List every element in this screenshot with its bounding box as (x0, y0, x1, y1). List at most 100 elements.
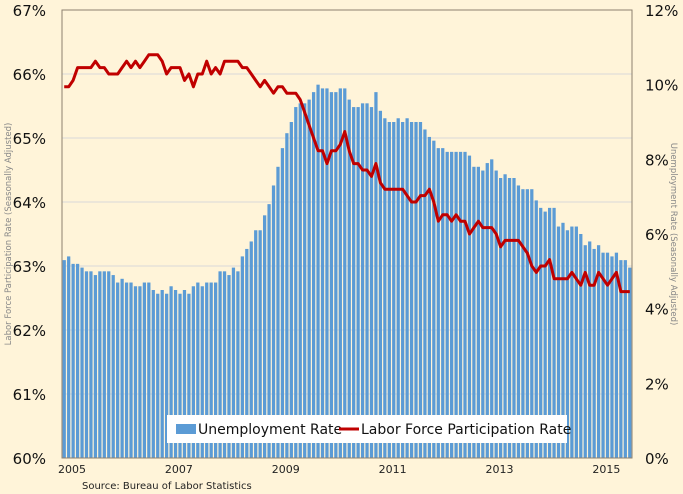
unemployment-bar (271, 185, 276, 458)
unemployment-bar (378, 110, 383, 459)
unemployment-bar (142, 282, 147, 458)
right-axis-title: Unemployment Rate (Seasonally Adjusted) (668, 143, 678, 326)
right-tick-label: 8% (645, 151, 669, 169)
unemployment-bar (75, 263, 80, 458)
unemployment-bar (209, 282, 213, 458)
unemployment-bar (285, 133, 289, 458)
unemployment-bar (499, 178, 503, 458)
left-tick-label: 66% (13, 66, 46, 84)
unemployment-bar (236, 271, 240, 458)
unemployment-bar (543, 211, 547, 458)
unemployment-bar (80, 267, 84, 458)
unemployment-bar (552, 207, 556, 458)
left-axis-title: Labor Force Participation Rate (Seasonal… (4, 123, 14, 346)
right-tick-label: 4% (645, 301, 669, 319)
unemployment-bar (173, 290, 178, 458)
unemployment-bar (623, 260, 627, 458)
unemployment-bar (387, 122, 391, 458)
unemployment-bar (610, 256, 614, 458)
unemployment-bar (516, 185, 521, 458)
unemployment-bar (276, 166, 280, 459)
unemployment-bar (218, 271, 222, 458)
unemployment-bars (62, 84, 632, 459)
unemployment-bar (374, 92, 378, 458)
unemployment-bar (124, 282, 129, 458)
unemployment-bar (294, 107, 298, 459)
unemployment-bar (601, 252, 605, 458)
unemployment-bar (561, 222, 565, 458)
unemployment-bar (356, 107, 360, 459)
unemployment-bar (481, 170, 485, 459)
x-tick-label: 2013 (486, 463, 514, 476)
unemployment-bar (539, 207, 543, 458)
unemployment-bar (240, 256, 244, 458)
unemployment-bar (503, 174, 507, 458)
lfpr-line (64, 53, 630, 294)
unemployment-bar (583, 245, 587, 458)
x-tick-label: 2015 (592, 463, 620, 476)
left-tick-label: 67% (13, 2, 46, 20)
unemployment-bar (605, 252, 610, 458)
right-tick-label: 0% (645, 450, 669, 468)
unemployment-bar (619, 260, 623, 458)
unemployment-bar (262, 215, 267, 458)
unemployment-bar (485, 163, 489, 459)
unemployment-bar (245, 248, 249, 458)
left-tick-label: 61% (13, 386, 46, 404)
unemployment-bar (205, 282, 209, 458)
unemployment-bar (530, 189, 534, 458)
unemployment-bar (570, 226, 574, 458)
unemployment-bar (107, 271, 111, 458)
left-axis-ticks: 60% 61% 62% 63% 64% 65% 66% 67% (13, 2, 46, 468)
unemployment-bar (490, 159, 494, 459)
unemployment-bar (156, 293, 160, 458)
unemployment-bar (347, 99, 351, 458)
unemployment-bar (556, 226, 561, 458)
unemployment-bar (445, 151, 449, 458)
unemployment-bar (628, 267, 632, 458)
left-tick-label: 60% (13, 450, 46, 468)
unemployment-bar (307, 99, 311, 458)
unemployment-bar (62, 260, 66, 458)
unemployment-bar (369, 107, 374, 459)
right-axis-ticks: 0% 2% 4% 6% 8% 10% 12% (645, 2, 678, 468)
unemployment-bar (405, 118, 409, 459)
unemployment-bar (191, 286, 195, 458)
unemployment-bar (182, 290, 187, 458)
unemployment-bar (187, 293, 191, 458)
unemployment-bar (71, 263, 75, 458)
unemployment-bar (450, 151, 454, 458)
x-tick-label: 2007 (165, 463, 193, 476)
left-tick-label: 63% (13, 258, 46, 276)
unemployment-bar (138, 286, 142, 458)
unemployment-bar (222, 271, 227, 458)
unemployment-bar (343, 88, 347, 459)
unemployment-bar (512, 178, 516, 458)
unemployment-bar (574, 226, 578, 458)
unemployment-bar (196, 282, 200, 458)
unemployment-bar (614, 252, 619, 458)
unemployment-bar (392, 122, 396, 458)
unemployment-bar (249, 241, 253, 458)
legend-label-lfpr: Labor Force Participation Rate (361, 422, 571, 438)
right-tick-label: 2% (645, 375, 669, 393)
unemployment-bar (231, 267, 236, 458)
legend-box (167, 415, 567, 443)
unemployment-bar (116, 282, 120, 458)
unemployment-bar (401, 122, 405, 458)
unemployment-bar (160, 290, 164, 458)
plot-area-border (61, 9, 633, 459)
unemployment-bar (592, 248, 596, 458)
unemployment-bar (267, 204, 271, 458)
unemployment-bar (258, 230, 262, 458)
legend-label-unemployment: Unemployment Rate (198, 422, 342, 438)
unemployment-bar (418, 122, 423, 458)
unemployment-bar (423, 129, 427, 458)
unemployment-bar (365, 103, 369, 458)
unemployment-bar (165, 293, 169, 458)
right-tick-label: 6% (645, 226, 669, 244)
unemployment-bar (303, 103, 307, 458)
unemployment-bar (409, 122, 414, 458)
unemployment-bar (298, 103, 302, 458)
x-tick-label: 2011 (379, 463, 407, 476)
